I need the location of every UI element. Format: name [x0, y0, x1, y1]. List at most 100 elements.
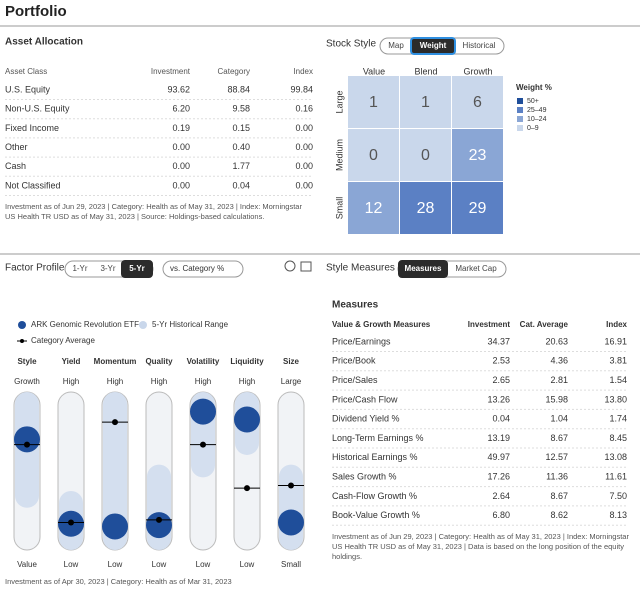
table-cell: 49.97	[487, 452, 510, 462]
table-cell: 88.84	[227, 84, 250, 94]
high-label: High	[151, 377, 167, 386]
factor-name: Quality	[145, 357, 173, 366]
legend-label: 50+	[527, 98, 539, 105]
legend-swatch	[517, 107, 523, 113]
factor-name: Size	[283, 357, 300, 366]
style-cell	[348, 182, 399, 234]
tab-selected[interactable]	[398, 260, 448, 278]
style-cell	[400, 76, 451, 128]
table-cell: 0.00	[295, 180, 313, 190]
table-cell: 2.81	[550, 375, 568, 385]
legend-dot	[18, 321, 26, 329]
table-cell: 9.58	[232, 104, 250, 114]
low-label: Low	[64, 560, 79, 569]
low-label: Low	[240, 560, 255, 569]
fund-dot	[146, 512, 172, 539]
table-cell: Price/Earnings	[332, 336, 391, 346]
subtitle: Measures	[332, 300, 379, 311]
high-label: High	[195, 377, 211, 386]
table-cell: 1.77	[232, 161, 250, 171]
category-dot	[156, 516, 162, 523]
table-cell: 13.26	[487, 394, 510, 404]
info-icon[interactable]	[284, 260, 296, 272]
table-icon[interactable]	[300, 261, 312, 272]
table-cell: 0.00	[172, 180, 190, 190]
table-cell: 0.00	[295, 123, 313, 133]
column-header: Growth	[463, 66, 492, 76]
legend-label: Category Average	[31, 336, 95, 345]
style-cell	[348, 76, 399, 128]
table-cell: 8.13	[609, 510, 627, 520]
table-cell: 2.65	[492, 375, 510, 385]
table-cell: 8.62	[550, 510, 568, 520]
category-dot	[68, 519, 74, 526]
table-cell: 17.26	[487, 471, 510, 481]
table-cell: 34.37	[487, 336, 510, 346]
high-label: High	[239, 377, 255, 386]
high-label: High	[107, 377, 123, 386]
category-dot	[288, 482, 294, 489]
column-header: Value & Growth Measures	[332, 320, 431, 329]
footnote: Investment as of Jun 29, 2023 | Category…	[332, 532, 629, 561]
cell-value: 23	[469, 147, 487, 164]
table-cell: 2.53	[492, 356, 510, 366]
table-cell: 1.04	[550, 414, 568, 424]
table-cell: 1.54	[609, 375, 627, 385]
cell-value: 1	[421, 94, 430, 111]
legend-swatch	[517, 116, 523, 122]
row-header: Large	[334, 90, 344, 113]
fund-dot	[234, 406, 260, 433]
high-label: Growth	[14, 377, 40, 386]
dropdown[interactable]	[162, 260, 244, 278]
category-dot	[200, 441, 206, 448]
table-cell: 0.04	[492, 414, 510, 424]
table-cell: 6.20	[172, 104, 190, 114]
table-cell: 7.50	[609, 491, 627, 501]
dropdown-label: vs. Category %	[170, 264, 224, 273]
low-label: Low	[196, 560, 211, 569]
table-cell: 11.36	[546, 471, 568, 481]
table-cell: 0.00	[172, 161, 190, 171]
table-cell: 0.15	[232, 123, 250, 133]
cell-value: 29	[469, 200, 487, 217]
table-cell: 0.16	[295, 104, 313, 114]
tab-selected[interactable]	[121, 260, 153, 278]
table-cell: Cash-Flow Growth %	[332, 491, 417, 501]
tab: Market Cap	[455, 264, 497, 273]
table-cell: 11.61	[605, 471, 627, 481]
section-title: Stock Style	[326, 39, 376, 50]
high-label: High	[63, 377, 79, 386]
style-cell	[452, 182, 503, 234]
table-cell: 0.40	[232, 142, 250, 152]
table-cell: 2.64	[492, 491, 510, 501]
category-dot	[24, 441, 30, 448]
table-cell: Historical Earnings %	[332, 452, 418, 462]
column-header: Category	[218, 67, 250, 76]
fund-dot	[278, 509, 304, 536]
low-label: Small	[281, 560, 301, 569]
cell-value: 0	[369, 147, 378, 164]
table-cell: U.S. Equity	[5, 84, 51, 94]
table-cell: 8.67	[550, 491, 568, 501]
column-header: Index	[293, 67, 313, 76]
row-header: Medium	[334, 139, 344, 171]
table-cell: 16.91	[604, 336, 627, 346]
column-header: Index	[606, 320, 627, 329]
column-header: Investment	[468, 320, 511, 329]
tab-selected[interactable]	[410, 37, 456, 55]
table-cell: 13.80	[604, 394, 627, 404]
section-title: Factor Profile	[5, 263, 65, 274]
table-cell: Sales Growth %	[332, 471, 397, 481]
factor-name: Yield	[62, 357, 81, 366]
table-cell: Price/Book	[332, 356, 376, 366]
table-cell: 0.00	[295, 142, 313, 152]
legend-label: 5-Yr Historical Range	[152, 320, 229, 329]
table-cell: 4.36	[550, 356, 568, 366]
cell-value: 6	[473, 94, 482, 111]
column-header: Value	[363, 66, 385, 76]
tab: Measures	[405, 264, 442, 273]
low-label: Low	[108, 560, 123, 569]
legend-dot	[20, 339, 24, 343]
legend-swatch	[517, 98, 523, 104]
